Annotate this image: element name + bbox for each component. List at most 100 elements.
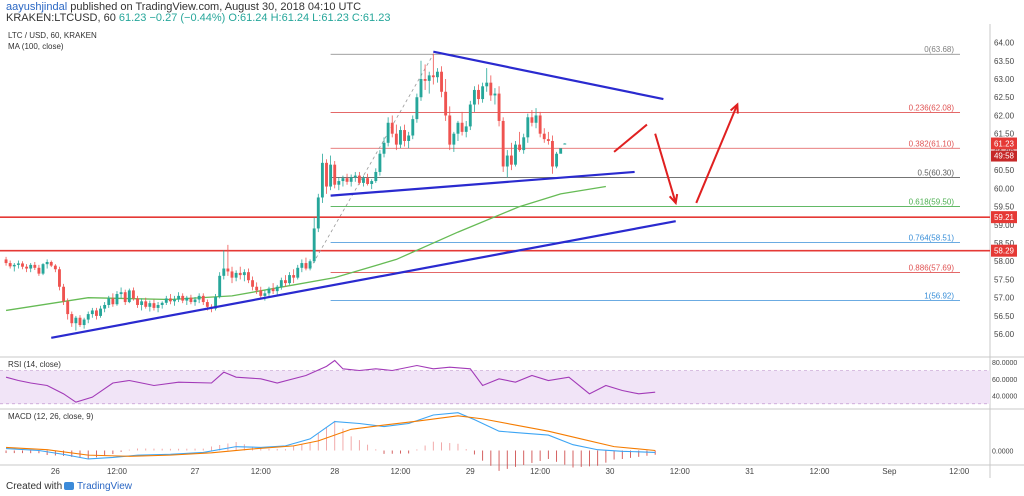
ohlc-values: O:61.24 H:61.24 L:61.23 C:61.23 [228, 12, 391, 24]
candle-body [292, 275, 296, 278]
candle-body [551, 140, 554, 167]
candle-body [94, 310, 98, 316]
candle-body [415, 97, 419, 120]
candle-body [345, 178, 349, 182]
candle-body [193, 299, 197, 303]
candle-body [37, 267, 41, 274]
trendline [51, 220, 676, 339]
candle-body [115, 294, 119, 305]
candle-body [177, 295, 181, 300]
candle-body [21, 263, 24, 267]
symbol: KRAKEN:LTCUSD, 60 [6, 12, 116, 24]
candle-body [555, 153, 559, 167]
candle-body [448, 115, 452, 145]
fib-level-label: 0.618(59.50) [909, 198, 955, 207]
candle-body [8, 263, 12, 267]
projection-arrow [613, 123, 648, 153]
candle-body [427, 75, 431, 81]
candle-body [234, 272, 238, 278]
candle-body [214, 296, 218, 309]
candle-body [501, 120, 505, 167]
candle-body [419, 79, 423, 98]
candle-body [74, 317, 78, 324]
candle-body [559, 148, 563, 154]
candle-body [168, 298, 172, 302]
candle-body [205, 302, 209, 307]
candle-body [156, 304, 160, 308]
candle-body [152, 303, 156, 308]
quote-line: KRAKEN:LTCUSD, 60 61.23 −0.27 (−0.44%) O… [6, 12, 390, 24]
candle-body [123, 292, 127, 303]
chart-legend-pair: LTC / USD, 60, KRAKEN [8, 31, 97, 40]
author-link[interactable]: aayushjindal [6, 1, 68, 13]
y-tick-label: 63.00 [994, 75, 1015, 84]
candle-body [263, 293, 267, 296]
candle-body [230, 271, 234, 278]
y-tick-label: 61.50 [994, 130, 1015, 139]
candle-body [440, 71, 443, 92]
candle-body [316, 197, 320, 229]
y-tick-label: 62.00 [994, 111, 1015, 120]
candle-body [423, 79, 427, 81]
candle-body [538, 115, 542, 134]
y-tick-label: 58.00 [994, 257, 1015, 266]
candle-body [374, 171, 378, 182]
candle-body [341, 178, 345, 182]
candle-body [460, 122, 464, 132]
candle-body [489, 82, 493, 96]
candle-body [127, 290, 131, 303]
last-price-badge [991, 137, 1017, 150]
candle-body [16, 263, 20, 265]
candle-body [131, 290, 135, 299]
arrow-head [729, 102, 739, 114]
candle-body [366, 178, 370, 184]
created-with-text: Created with [6, 481, 63, 492]
level-badge [991, 211, 1017, 224]
candle-body [283, 280, 287, 284]
candle-body [279, 280, 283, 287]
x-tick-label: 26 [51, 467, 60, 476]
x-tick-label: 31 [745, 467, 754, 476]
candle-body [160, 302, 164, 305]
macd-legend: MACD (12, 26, close, 9) [8, 412, 94, 421]
level-badge-label: 59.21 [994, 213, 1015, 222]
brand-label: TradingView [77, 481, 133, 492]
tradingview-logo-icon [64, 482, 74, 491]
candle-body [259, 290, 263, 296]
candle-body [357, 175, 361, 183]
y-tick-label: 58.50 [994, 239, 1015, 248]
candle-body [58, 269, 61, 287]
y-tick-label: 59.50 [994, 203, 1015, 212]
x-tick-label: 12:00 [251, 467, 272, 476]
rsi-legend: RSI (14, close) [8, 360, 61, 369]
chart-area[interactable]: 64.0063.5063.0062.5062.0061.5061.0060.50… [0, 24, 1024, 478]
candle-body [185, 297, 189, 301]
x-tick-label: 12:00 [107, 467, 128, 476]
candle-body [481, 86, 485, 100]
candle-body [90, 310, 94, 315]
candle-body [485, 82, 489, 87]
candle-body [563, 143, 567, 145]
candle-body [140, 301, 144, 305]
rsi-tick-label: 80.0000 [992, 360, 1017, 367]
candle-body [378, 153, 382, 172]
current-price: 61.23 [118, 12, 147, 24]
macd-tick-label: 0.0000 [992, 449, 1014, 456]
candle-body [271, 288, 275, 292]
candle-body [189, 297, 193, 303]
arrow-head [668, 193, 679, 206]
x-tick-label: 12:00 [390, 467, 411, 476]
trendline [433, 50, 664, 101]
candle-body [251, 280, 254, 287]
footer: Created with TradingView [0, 478, 1024, 496]
tradingview-brand[interactable]: TradingView [64, 478, 132, 496]
candle-body [41, 264, 45, 274]
projection-arrow [695, 104, 739, 204]
x-tick-label: 12:00 [809, 467, 830, 476]
trendline [330, 170, 635, 197]
countdown-badge [991, 150, 1017, 162]
y-tick-label: 64.00 [994, 39, 1015, 48]
level-badge [991, 244, 1017, 257]
projection-arrow [654, 133, 677, 204]
candle-body [518, 144, 522, 151]
